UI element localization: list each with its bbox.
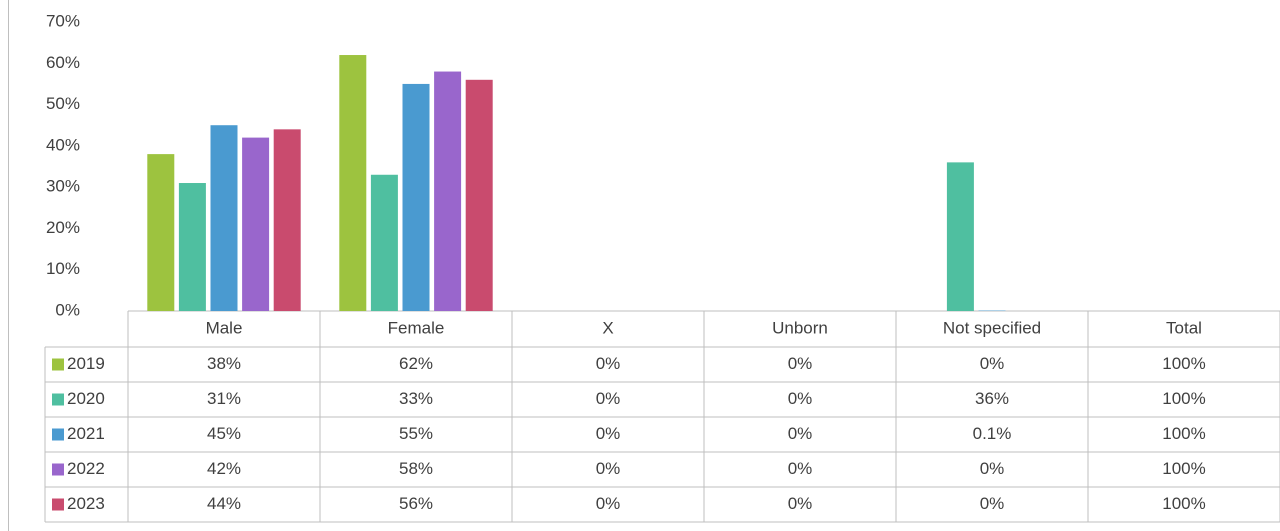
table-cell: 0%: [596, 389, 621, 408]
x-tick-label: Female: [388, 318, 445, 337]
table-cell: 0%: [788, 354, 813, 373]
table-cell: 0%: [788, 389, 813, 408]
table-cell: 31%: [207, 389, 241, 408]
y-tick-label: 70%: [46, 11, 80, 30]
y-tick-label: 60%: [46, 53, 80, 72]
table-cell: 0%: [596, 424, 621, 443]
table-cell: 42%: [207, 459, 241, 478]
legend-swatch: [52, 358, 64, 371]
bar: [434, 71, 462, 312]
table-cell: 45%: [207, 424, 241, 443]
bar: [339, 55, 367, 312]
bar: [178, 183, 206, 311]
legend-swatch: [52, 498, 64, 511]
table-cell: 0%: [788, 494, 813, 513]
table-cell: 100%: [1162, 424, 1205, 443]
bar: [465, 79, 493, 311]
table-header: Total: [1166, 318, 1202, 337]
table-cell: 58%: [399, 459, 433, 478]
table-cell: 0%: [980, 494, 1005, 513]
y-tick-label: 30%: [46, 177, 80, 196]
legend-label: 2021: [67, 424, 105, 443]
y-tick-label: 40%: [46, 135, 80, 154]
x-tick-label: X: [602, 318, 613, 337]
table-cell: 0%: [788, 459, 813, 478]
bar: [273, 129, 301, 311]
legend-label: 2022: [67, 459, 105, 478]
legend-swatch: [52, 428, 64, 441]
table-cell: 0%: [980, 354, 1005, 373]
legend-label: 2023: [67, 494, 105, 513]
y-tick-label: 20%: [46, 218, 80, 237]
x-tick-label: Not specified: [943, 318, 1041, 337]
legend-label: 2020: [67, 389, 105, 408]
table-cell: 38%: [207, 354, 241, 373]
table-cell: 55%: [399, 424, 433, 443]
x-tick-label: Unborn: [772, 318, 828, 337]
table-cell: 100%: [1162, 494, 1205, 513]
bar: [210, 125, 238, 311]
legend-swatch: [52, 463, 64, 476]
bar: [946, 162, 974, 311]
table-cell: 33%: [399, 389, 433, 408]
table-cell: 44%: [207, 494, 241, 513]
bar: [242, 137, 270, 311]
table-cell: 0%: [596, 494, 621, 513]
bar: [402, 83, 430, 311]
table-cell: 0.1%: [973, 424, 1012, 443]
bar: [370, 174, 398, 311]
table-cell: 0%: [788, 424, 813, 443]
legend-label: 2019: [67, 354, 105, 373]
table-cell: 100%: [1162, 459, 1205, 478]
bar: [147, 154, 175, 311]
y-tick-label: 0%: [55, 300, 80, 319]
legend-swatch: [52, 393, 64, 406]
x-tick-label: Male: [206, 318, 243, 337]
table-cell: 62%: [399, 354, 433, 373]
table-cell: 36%: [975, 389, 1009, 408]
table-cell: 0%: [596, 354, 621, 373]
y-tick-label: 50%: [46, 94, 80, 113]
y-tick-label: 10%: [46, 259, 80, 278]
table-cell: 0%: [980, 459, 1005, 478]
table-cell: 0%: [596, 459, 621, 478]
table-cell: 100%: [1162, 389, 1205, 408]
table-cell: 100%: [1162, 354, 1205, 373]
table-cell: 56%: [399, 494, 433, 513]
